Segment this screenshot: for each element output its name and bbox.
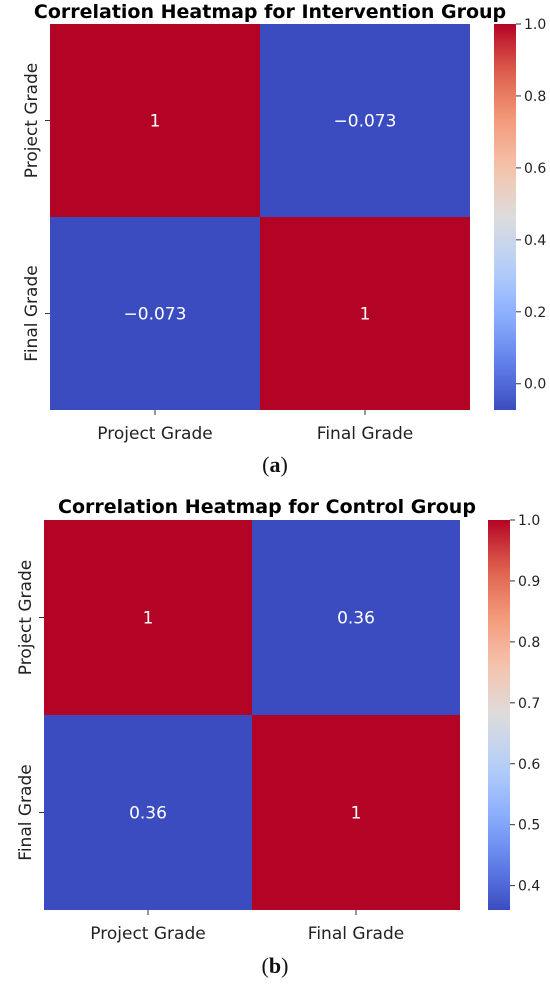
colorbar-tick-label: 0.8: [518, 635, 540, 651]
colorbar-tick-label: 1.0: [524, 17, 546, 33]
heatmap-control: Correlation Heatmap for Control Group 1 0…: [16, 496, 540, 944]
colorbar-tick-label: 0.7: [518, 696, 540, 712]
heatmap-cell-r1-c1: [252, 715, 460, 910]
colorbar-tick-label: 0.8: [524, 89, 546, 105]
heatmap-panel-intervention: Correlation Heatmap for Intervention Gro…: [0, 0, 550, 490]
colorbar-tick-label: 0.2: [524, 305, 546, 321]
colorbar-tick-label: 0.6: [518, 757, 540, 773]
caption-b: (b): [261, 953, 289, 978]
x-tick-label: Final Grade: [308, 924, 404, 944]
y-tick-label: Final Grade: [22, 265, 42, 361]
x-tick-label: Final Grade: [317, 424, 413, 444]
y-tick-label: Final Grade: [16, 764, 36, 860]
colorbar-tick-label: 0.4: [524, 233, 546, 249]
colorbar-tick-label: 1.0: [518, 513, 540, 529]
heatmap-cell-r0-c0: [44, 520, 252, 715]
heatmap-cell-r1-c1: [260, 217, 470, 410]
heatmap-intervention: Correlation Heatmap for Intervention Gro…: [22, 1, 546, 444]
heatmap-cell-r1-c0: [50, 217, 260, 410]
cell-label-r0-c1: −0.073: [334, 112, 397, 132]
colorbar-tick-label: 0.4: [518, 879, 540, 895]
x-tick-label: Project Grade: [97, 424, 212, 444]
heatmap-panel-control: Correlation Heatmap for Control Group 1 0…: [0, 490, 550, 995]
colorbar-tick-label: 0.5: [518, 818, 540, 834]
cell-label-r1-c0: −0.073: [124, 305, 187, 325]
cell-label-r0-c1: 0.36: [337, 609, 375, 629]
x-tick-label: Project Grade: [90, 924, 205, 944]
colorbar-tick-label: 0.9: [518, 574, 540, 590]
cell-label-r1-c1: 1: [351, 804, 362, 824]
heatmap-cell-r0-c1: [260, 24, 470, 217]
heatmap-cell-r0-c1: [252, 520, 460, 715]
y-tick-label: Project Grade: [22, 63, 42, 178]
cell-label-r1-c0: 0.36: [129, 804, 167, 824]
y-tick-label: Project Grade: [16, 560, 36, 675]
heatmap-cell-r1-c0: [44, 715, 252, 910]
cell-label-r0-c0: 1: [150, 112, 161, 132]
colorbar: [488, 520, 510, 910]
colorbar-tick-label: 0.0: [524, 377, 546, 393]
cell-label-r0-c0: 1: [143, 609, 154, 629]
cell-label-r1-c1: 1: [360, 305, 371, 325]
colorbar: [494, 24, 516, 410]
chart-title: Correlation Heatmap for Control Group: [58, 496, 476, 518]
colorbar-tick-label: 0.6: [524, 161, 546, 177]
chart-title: Correlation Heatmap for Intervention Gro…: [34, 1, 506, 23]
heatmap-cell-r0-c0: [50, 24, 260, 217]
caption-a: (a): [262, 452, 288, 477]
